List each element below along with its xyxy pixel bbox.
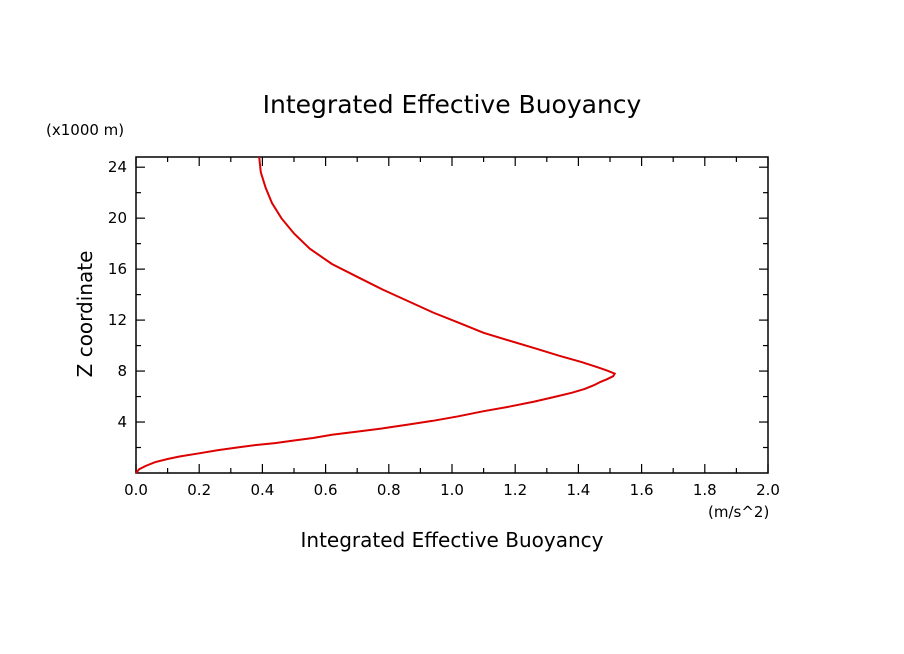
x-axis-label: Integrated Effective Buoyancy <box>301 528 604 552</box>
x-tick-label: 0.4 <box>250 481 274 499</box>
y-tick-label: 12 <box>108 311 127 329</box>
x-tick-label: 2.0 <box>756 481 780 499</box>
x-tick-label: 0.2 <box>187 481 211 499</box>
x-tick-label: 1.8 <box>693 481 717 499</box>
y-tick-label: 20 <box>108 209 127 227</box>
y-axis-label: Z coordinate <box>73 251 97 378</box>
series-line <box>135 156 617 474</box>
y-tick-label: 8 <box>117 362 127 380</box>
y-tick-label: 16 <box>108 260 127 278</box>
x-tick-label: 1.2 <box>503 481 527 499</box>
x-tick-label: 1.6 <box>630 481 654 499</box>
plot-frame <box>135 156 769 474</box>
y-axis-units: (x1000 m) <box>46 121 124 139</box>
x-tick-label: 1.4 <box>566 481 590 499</box>
x-tick-label: 0.6 <box>314 481 338 499</box>
x-tick-label: 1.0 <box>440 481 464 499</box>
y-tick-label: 4 <box>117 413 127 431</box>
chart-title: Integrated Effective Buoyancy <box>263 90 642 119</box>
x-tick-label: 0.0 <box>124 481 148 499</box>
tick-labels: 0.0 0.2 0.4 0.6 0.8 1.0 1.2 1.4 1.6 1.8 2.0 4 8 12 16 2… <box>108 158 780 499</box>
axis-ticks <box>135 157 769 473</box>
y-tick-label: 24 <box>108 158 127 176</box>
x-tick-label: 0.8 <box>377 481 401 499</box>
x-axis-units: (m/s^2) <box>708 503 769 521</box>
